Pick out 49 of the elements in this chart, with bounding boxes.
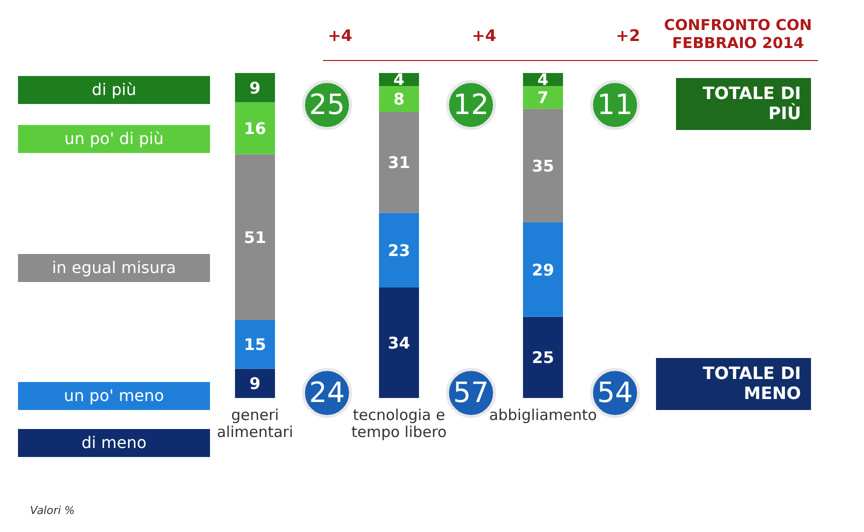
text: un po' meno — [18, 382, 210, 410]
bar — [235, 320, 275, 369]
x-tick-label: abbigliamento — [489, 406, 597, 424]
data-label: 23 — [388, 240, 410, 260]
data-label: 31 — [388, 153, 410, 172]
data-label: 7 — [537, 88, 549, 108]
text: di meno — [18, 428, 210, 457]
bar — [379, 112, 419, 213]
bar — [235, 73, 275, 102]
data-label: 34 — [388, 333, 410, 352]
annotation: 11 — [590, 80, 640, 130]
annotation: 57 — [453, 376, 489, 409]
annotation: 25 — [302, 80, 352, 130]
data-label: 15 — [244, 335, 266, 354]
annotation: 12 — [446, 80, 496, 130]
data-label: 4 — [393, 70, 405, 90]
data-label: 16 — [244, 118, 266, 138]
data-label: 25 — [532, 348, 554, 368]
text: un po' di più — [18, 124, 210, 153]
bar — [235, 154, 275, 320]
bar — [235, 102, 275, 154]
text: in egual misura — [18, 254, 210, 282]
bar — [523, 316, 563, 398]
data-label: 9 — [249, 374, 261, 394]
text: TOTALE DI PIÙ — [676, 78, 811, 130]
data-label: 51 — [244, 228, 266, 247]
bar — [235, 368, 275, 398]
text: CONFRONTO CON FEBBRAIO 2014 — [664, 16, 812, 52]
data-label: 4 — [537, 70, 549, 90]
text: +4 — [470, 26, 498, 45]
bar — [379, 288, 419, 398]
data-label: 9 — [249, 78, 261, 98]
x-tick-label: generi alimentari — [216, 406, 294, 441]
text: +2 — [614, 26, 642, 45]
bar — [523, 222, 563, 317]
annotation: 24 — [302, 368, 352, 418]
annotation: 54 — [597, 376, 633, 409]
data-label: 29 — [532, 260, 554, 280]
bar — [523, 108, 563, 222]
bar — [523, 86, 563, 109]
text: Valori % — [30, 504, 75, 517]
text: TOTALE DI MENO — [656, 358, 811, 410]
text: di più — [18, 76, 210, 104]
data-label: 35 — [532, 156, 554, 176]
x-tick-label: tecnologia e tempo libero — [351, 406, 447, 441]
bar — [379, 86, 419, 112]
text: +4 — [326, 26, 354, 45]
bar — [379, 212, 419, 288]
data-label: 8 — [393, 90, 405, 109]
